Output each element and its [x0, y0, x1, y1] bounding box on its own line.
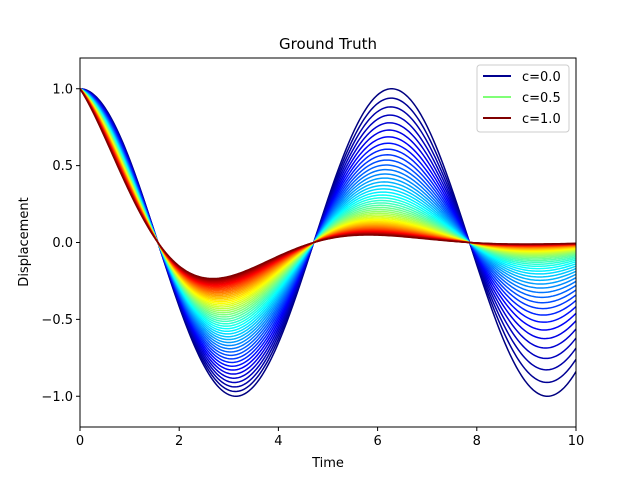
y-tick-label: 1.0 [52, 82, 73, 97]
curve-group [80, 88, 576, 397]
legend-label: c=0.5 [522, 91, 561, 106]
y-tick-label: 0.5 [52, 159, 73, 174]
y-axis-ticks: 1.0 0.5 0.0 −0.5 −1.0 [41, 82, 80, 405]
x-axis-label: Time [311, 456, 344, 471]
legend-frame [476, 64, 570, 133]
y-tick-label: −0.5 [41, 313, 73, 328]
curve-line [80, 88, 576, 280]
legend-label: c=1.0 [522, 112, 561, 127]
x-axis-ticks: 0 2 4 6 8 10 [76, 427, 584, 449]
x-tick-label: 8 [473, 434, 481, 449]
x-tick-label: 10 [568, 434, 585, 449]
chart-title: Ground Truth [279, 35, 377, 53]
x-tick-label: 6 [373, 434, 381, 449]
y-tick-label: 0.0 [52, 236, 73, 251]
x-tick-label: 2 [175, 434, 183, 449]
y-tick-label: −1.0 [41, 390, 73, 405]
legend: c=0.0 c=0.5 c=1.0 [476, 64, 570, 133]
legend-label: c=0.0 [522, 70, 561, 85]
x-tick-label: 0 [76, 434, 84, 449]
y-axis-label: Displacement [17, 197, 32, 286]
x-tick-label: 4 [274, 434, 282, 449]
